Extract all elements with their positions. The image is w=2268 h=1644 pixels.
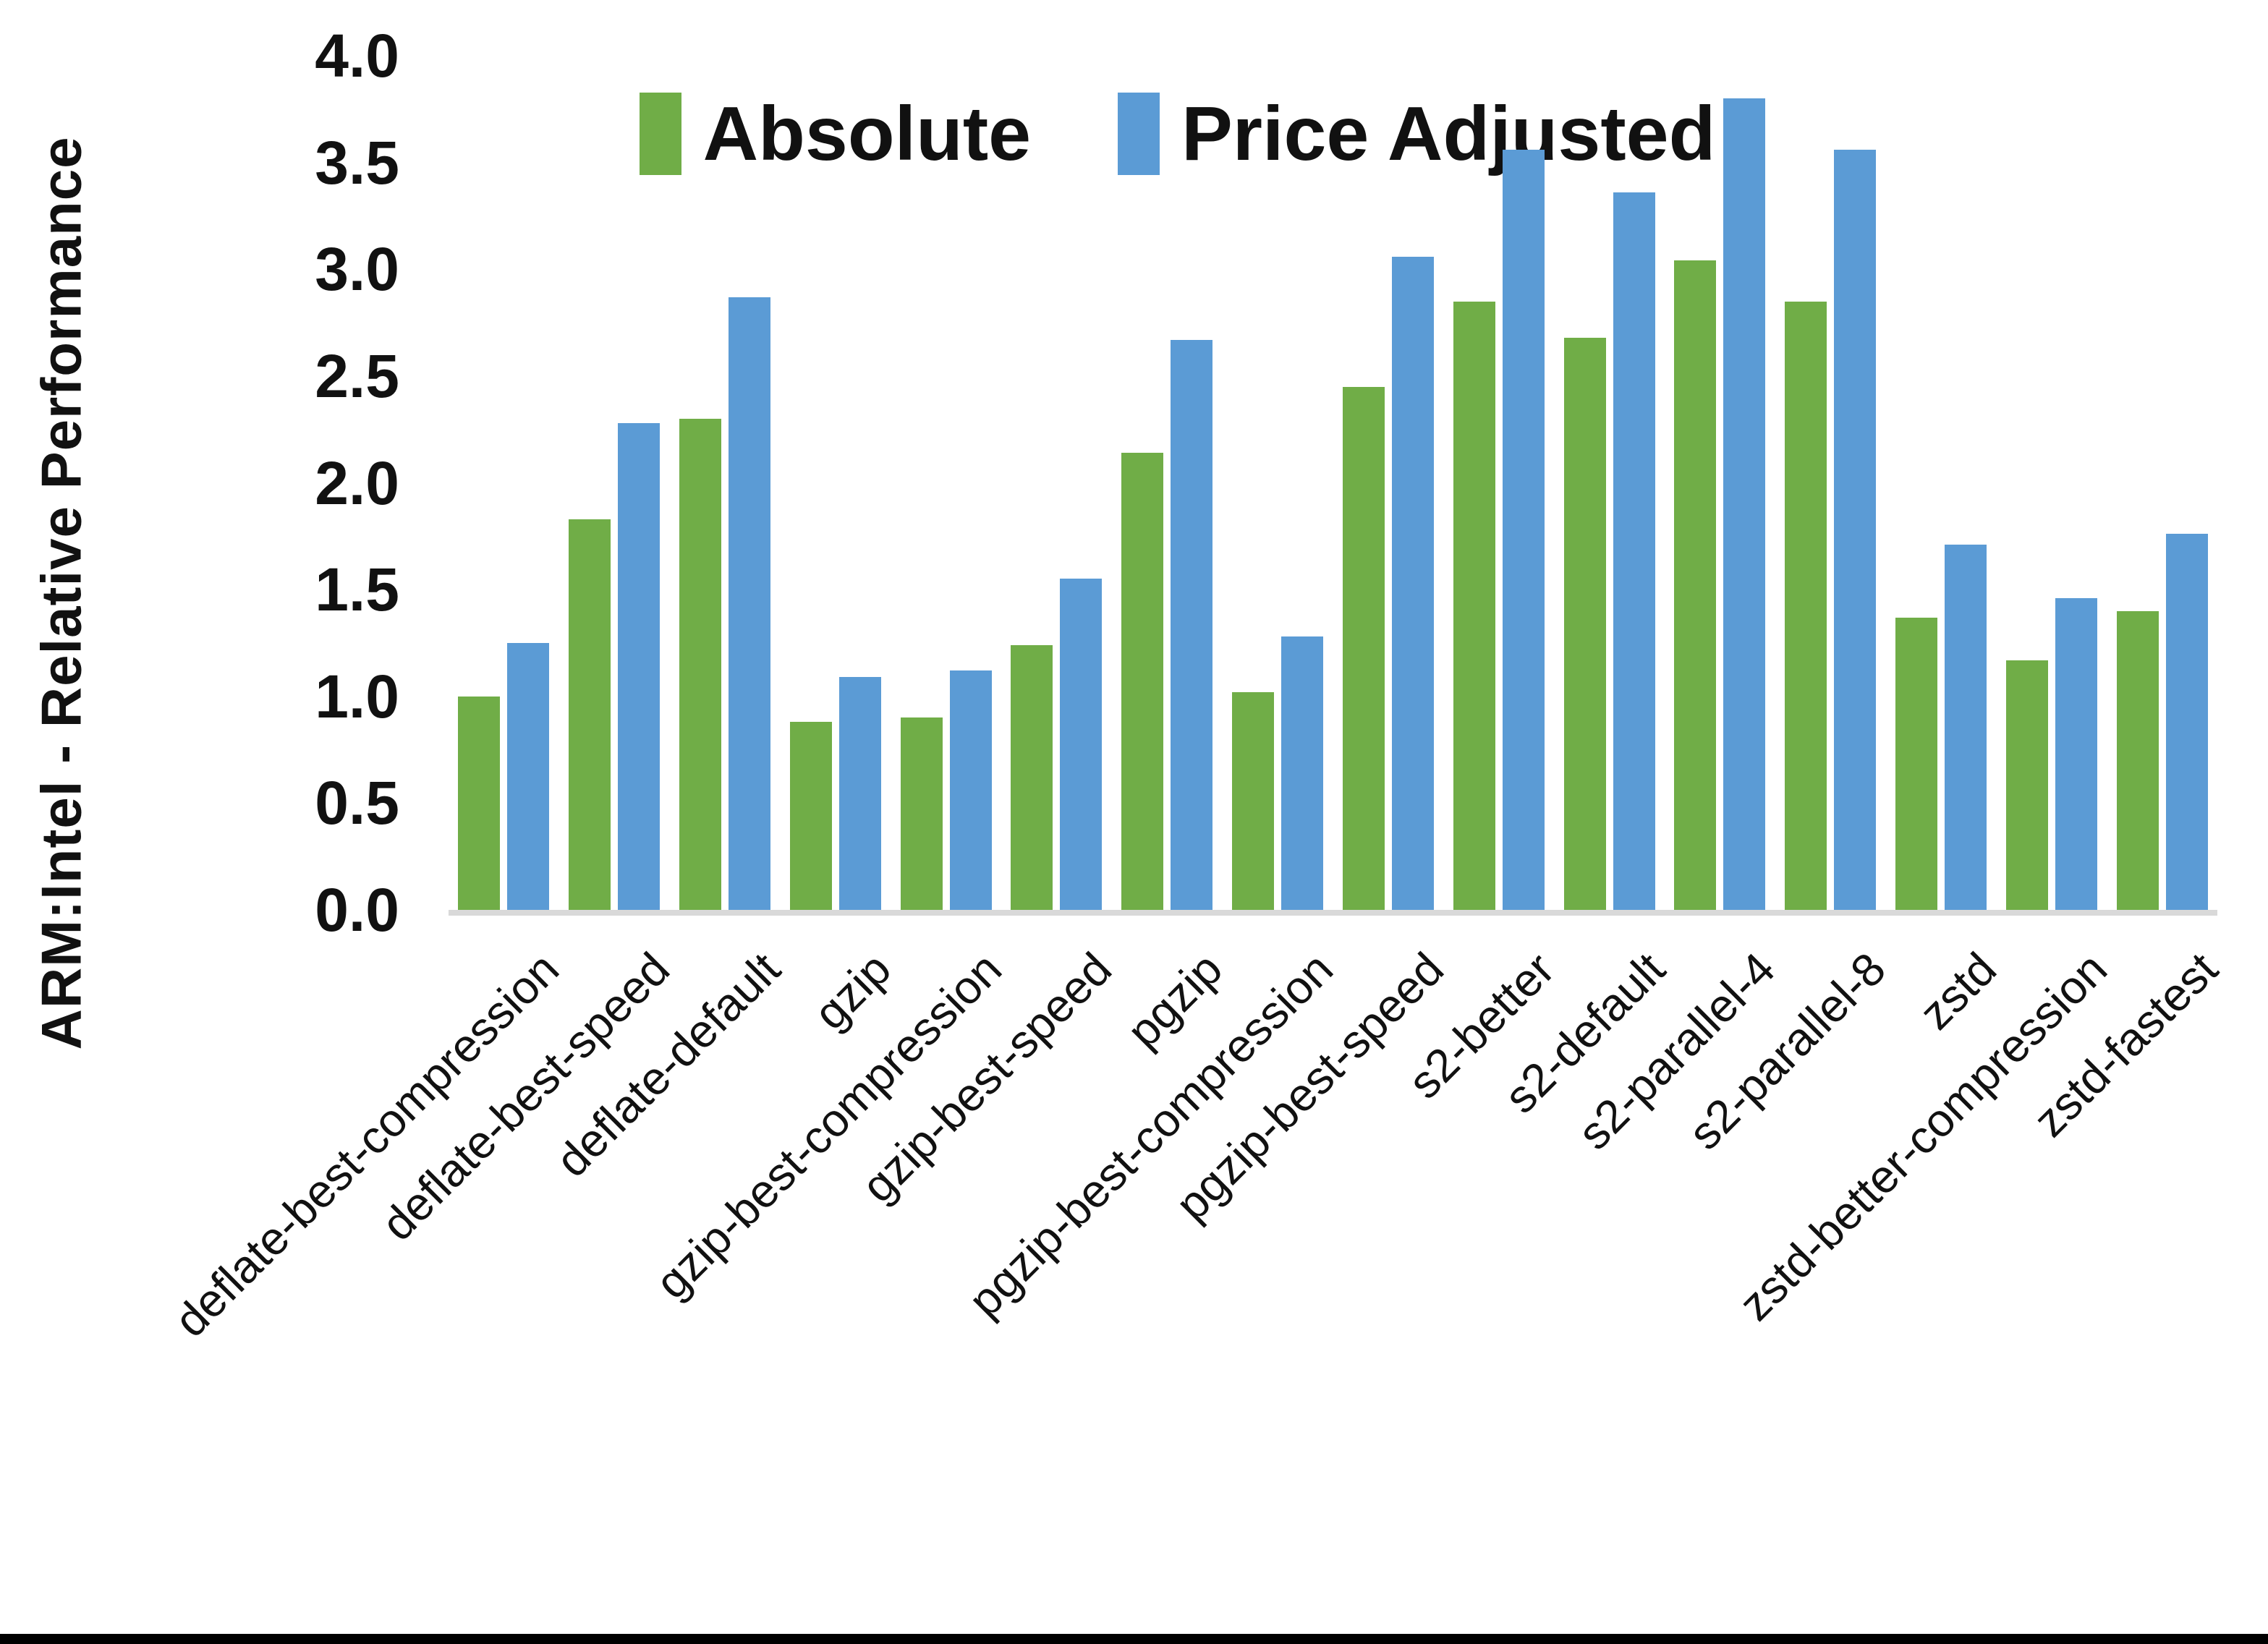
bar-group-gzip bbox=[780, 56, 891, 910]
bar-group-zstd-fastest bbox=[2107, 56, 2217, 910]
y-tick-label: 4.0 bbox=[315, 22, 399, 90]
bar-absolute-s2-parallel-4 bbox=[1674, 260, 1717, 910]
bar-absolute-zstd bbox=[1895, 617, 1937, 910]
bar-group-pgzip-best-compression bbox=[1223, 56, 1333, 910]
bar-price-adjusted-s2-better bbox=[1502, 149, 1545, 910]
bar-price-adjusted-s2-parallel-8 bbox=[1834, 149, 1877, 910]
bar-price-adjusted-gzip-best-speed bbox=[1060, 579, 1103, 910]
bar-price-adjusted-pgzip-best-compression bbox=[1281, 636, 1324, 910]
bar-group-s2-parallel-8 bbox=[1775, 56, 1886, 910]
bar-price-adjusted-zstd-fastest bbox=[2165, 534, 2208, 910]
legend-item-absolute: Absolute bbox=[639, 91, 1032, 176]
bar-price-adjusted-pgzip bbox=[1171, 339, 1213, 910]
x-label-zstd: zstd bbox=[1909, 942, 2007, 1040]
bar-absolute-pgzip-best-compression bbox=[1232, 691, 1275, 910]
bar-group-deflate-default bbox=[670, 56, 781, 910]
bar-absolute-gzip-best-compression bbox=[900, 717, 943, 910]
bar-price-adjusted-deflate-best-speed bbox=[618, 422, 661, 910]
bar-group-zstd bbox=[1886, 56, 1997, 910]
y-tick-label: 1.5 bbox=[315, 555, 399, 624]
bar-group-gzip-best-speed bbox=[1001, 56, 1112, 910]
legend-label-price-adjusted: Price Adjusted bbox=[1181, 91, 1716, 176]
bar-price-adjusted-zstd bbox=[1944, 545, 1987, 910]
legend-swatch-absolute-icon bbox=[639, 93, 681, 175]
bar-absolute-s2-better bbox=[1453, 301, 1495, 910]
bar-group-s2-better bbox=[1443, 56, 1554, 910]
bar-absolute-zstd-better-compression bbox=[2005, 660, 2048, 910]
bar-group-gzip-best-compression bbox=[891, 56, 1001, 910]
plot-area bbox=[449, 56, 2217, 916]
legend-item-price-adjusted: Price Adjusted bbox=[1118, 93, 1715, 175]
x-axis-category-labels: deflate-best-compression deflate-best-spe… bbox=[164, 942, 2227, 1596]
bar-absolute-deflate-best-speed bbox=[569, 519, 611, 910]
bar-absolute-gzip bbox=[789, 722, 832, 910]
bar-group-deflate-best-speed bbox=[559, 56, 670, 910]
bar-absolute-deflate-default bbox=[679, 418, 722, 910]
bar-group-s2-default bbox=[1554, 56, 1665, 910]
slide-bottom-border bbox=[0, 1634, 2268, 1644]
y-axis-tick-labels: 4.0 3.5 3.0 2.5 2.0 1.5 1.0 0.5 0.0 bbox=[0, 25, 399, 940]
chart-legend: Absolute Price Adjusted bbox=[0, 93, 2268, 175]
y-tick-label: 2.0 bbox=[315, 448, 399, 517]
y-tick-label: 3.5 bbox=[315, 128, 399, 197]
bar-absolute-gzip-best-speed bbox=[1011, 644, 1053, 910]
bar-price-adjusted-s2-parallel-4 bbox=[1723, 98, 1766, 910]
bar-absolute-pgzip-best-speed bbox=[1342, 386, 1385, 910]
y-tick-label: 3.0 bbox=[315, 235, 399, 304]
bar-price-adjusted-gzip bbox=[838, 677, 881, 910]
bar-group-pgzip bbox=[1112, 56, 1223, 910]
bar-group-pgzip-best-speed bbox=[1333, 56, 1444, 910]
y-tick-label: 0.5 bbox=[315, 769, 399, 838]
y-tick-label: 2.5 bbox=[315, 341, 399, 410]
legend-label-absolute: Absolute bbox=[702, 91, 1032, 176]
x-label-gzip: gzip bbox=[803, 942, 901, 1040]
bar-absolute-zstd-fastest bbox=[2116, 610, 2159, 910]
legend-swatch-price-adjusted-icon bbox=[1118, 93, 1160, 175]
bar-absolute-s2-parallel-8 bbox=[1785, 301, 1827, 910]
bar-absolute-pgzip bbox=[1121, 453, 1164, 910]
bar-group-s2-parallel-4 bbox=[1665, 56, 1775, 910]
y-tick-label: 1.0 bbox=[315, 662, 399, 731]
bar-absolute-s2-default bbox=[1563, 337, 1606, 910]
y-tick-label: 0.0 bbox=[315, 876, 399, 944]
bar-group-deflate-best-compression bbox=[449, 56, 559, 910]
bar-price-adjusted-deflate-default bbox=[729, 297, 771, 910]
bar-price-adjusted-pgzip-best-speed bbox=[1391, 256, 1434, 910]
bar-price-adjusted-gzip-best-compression bbox=[949, 670, 992, 910]
bar-price-adjusted-s2-default bbox=[1613, 192, 1655, 910]
bar-price-adjusted-zstd-better-compression bbox=[2055, 597, 2097, 910]
bar-group-zstd-better-compression bbox=[1996, 56, 2107, 910]
bar-price-adjusted-deflate-best-compression bbox=[507, 642, 550, 910]
bar-absolute-deflate-best-compression bbox=[458, 696, 501, 910]
